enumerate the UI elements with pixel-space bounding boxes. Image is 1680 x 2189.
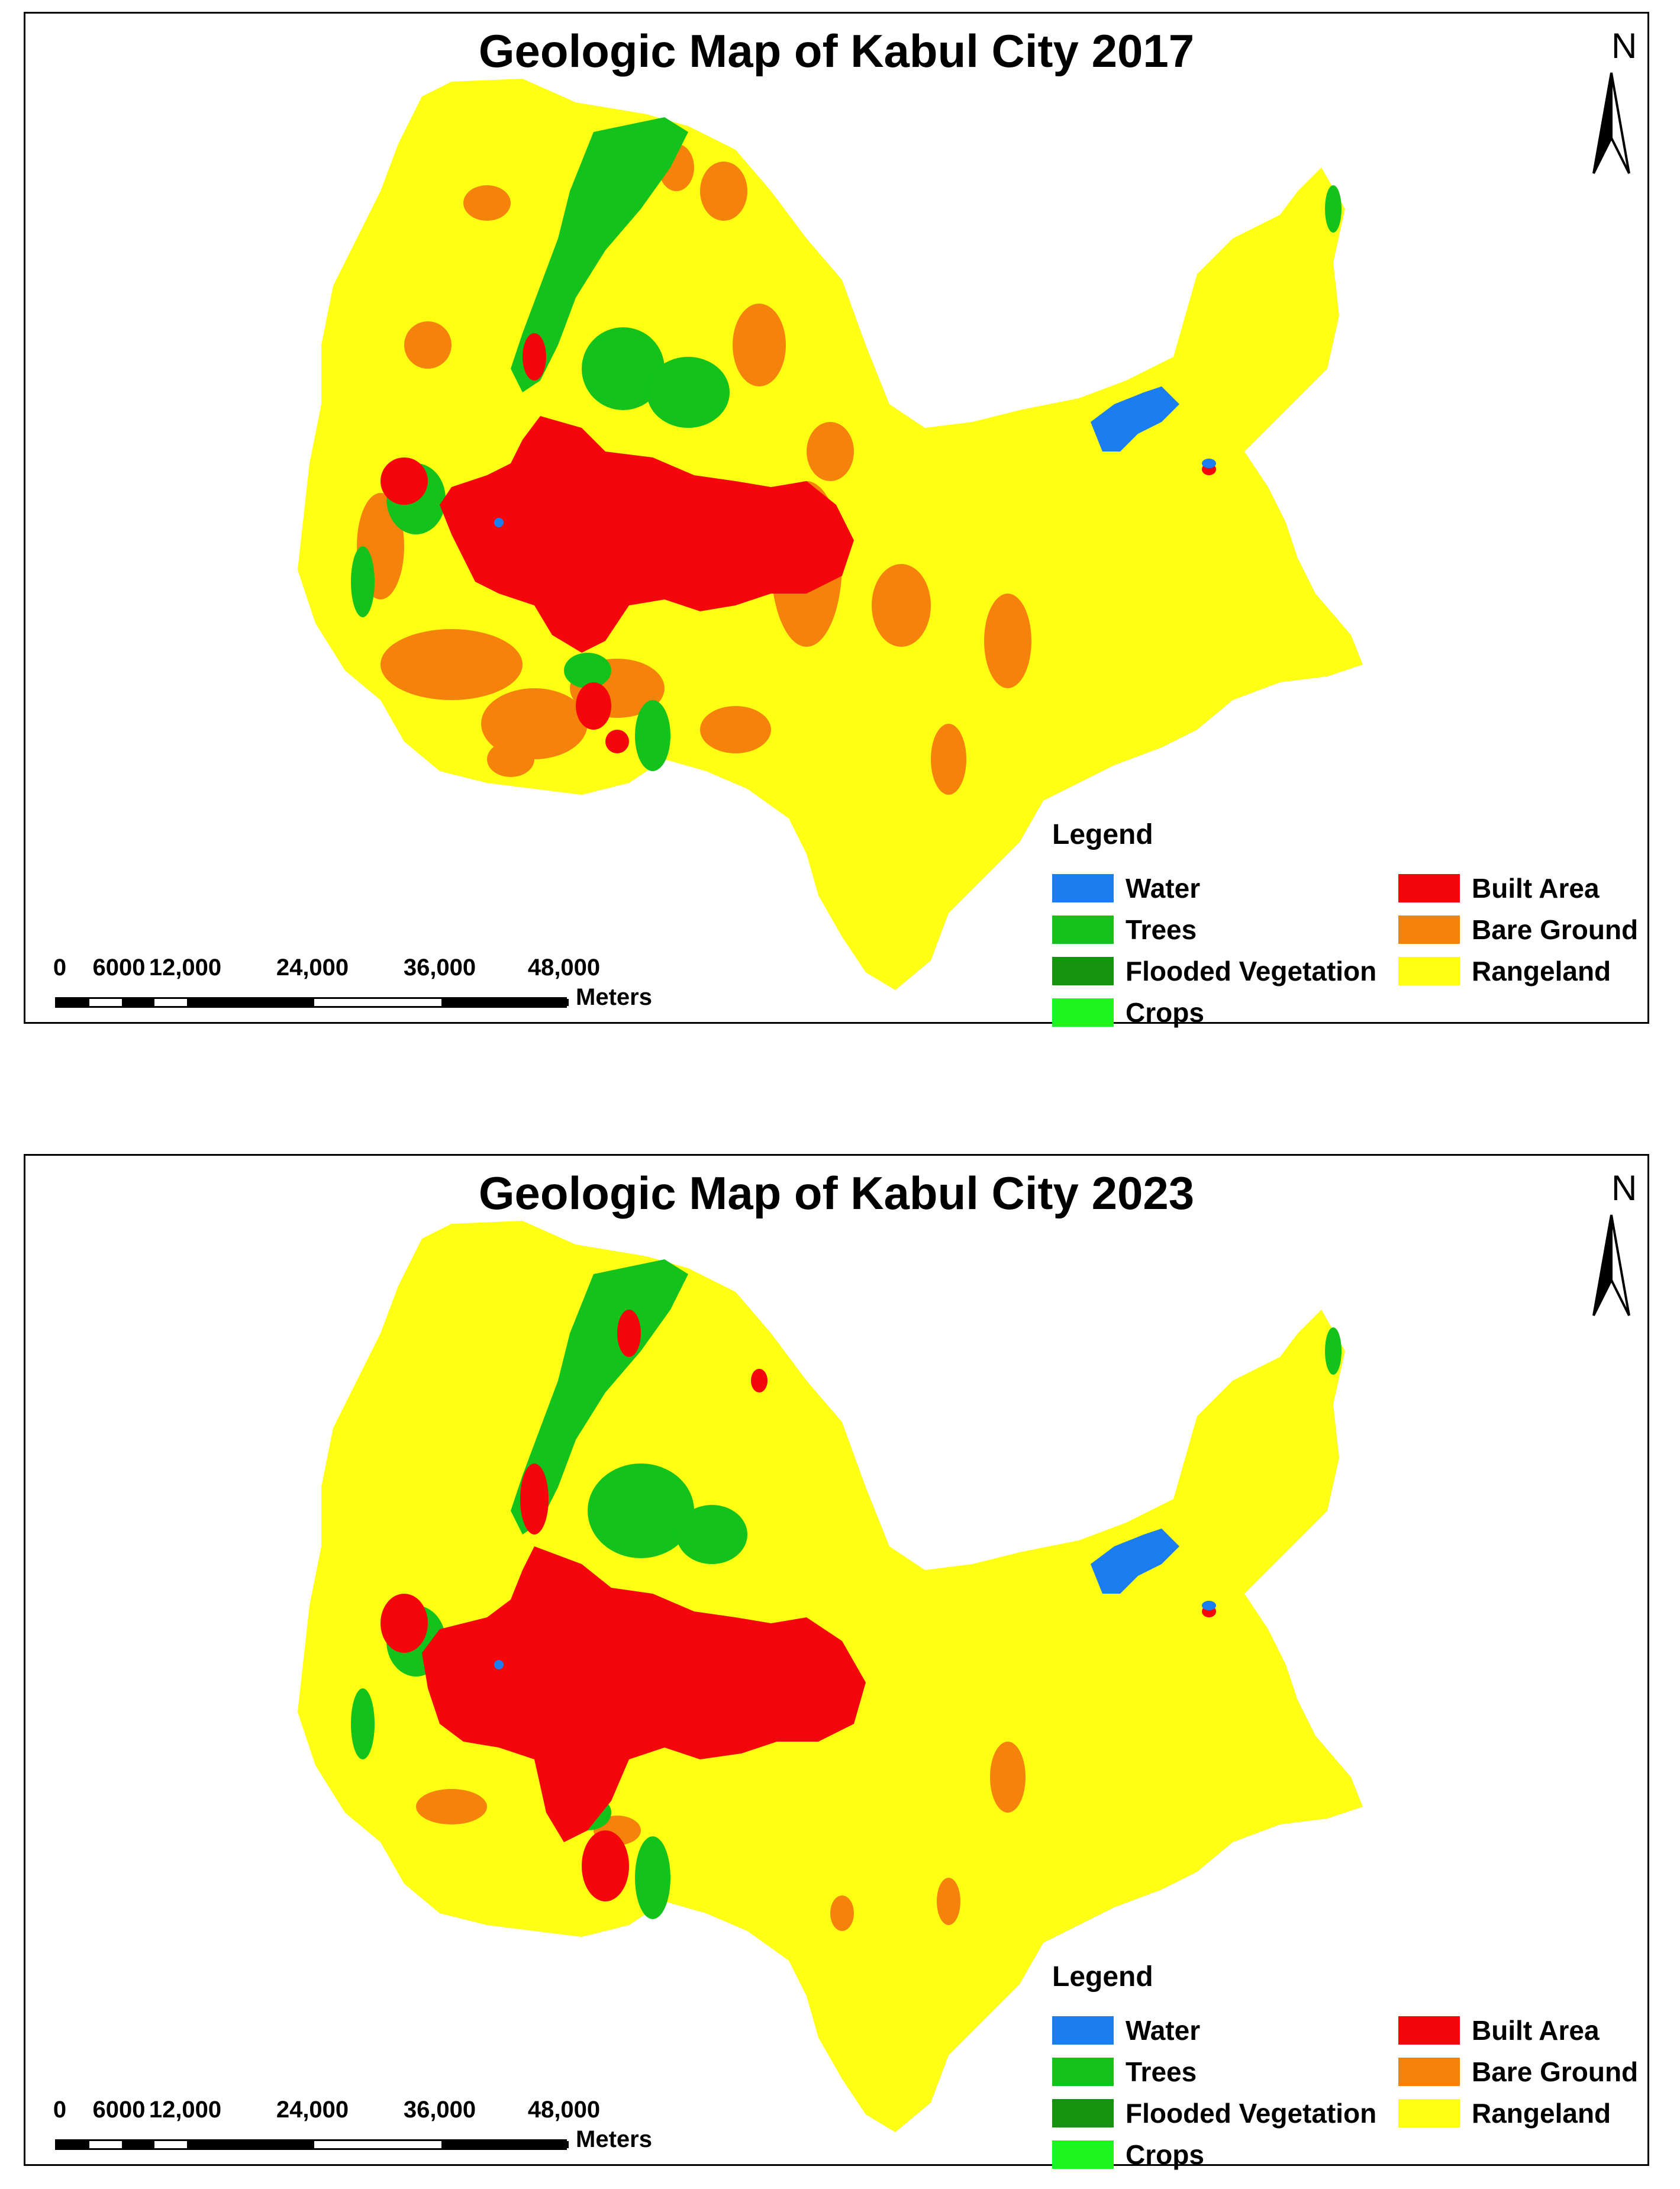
legend-item-crops: Crops — [1052, 996, 1204, 1029]
water-swatch — [1052, 874, 1114, 902]
scale-bar-graphic — [55, 997, 569, 1008]
water-patch — [494, 1660, 504, 1669]
map-panel-2017: Geologic Map of Kabul City 2017 N Legend… — [24, 12, 1649, 1028]
legend-label: Rangeland — [1472, 956, 1611, 986]
water-reservoir — [1091, 1529, 1179, 1594]
scale-units: Meters — [576, 984, 652, 1010]
crops-swatch — [1052, 998, 1114, 1027]
legend-item-rangeland: Rangeland — [1398, 955, 1611, 988]
legend-title: Legend — [1052, 819, 1153, 850]
legend-item-crops: Crops — [1052, 2138, 1204, 2171]
scale-tick: 6000 — [92, 955, 146, 981]
water-patch — [494, 518, 504, 527]
trees-swatch — [1052, 2058, 1114, 2086]
map-title: Geologic Map of Kabul City 2023 — [478, 1167, 1195, 1219]
legend-item-water: Water — [1052, 2014, 1200, 2047]
land-cover-map-2017 — [298, 79, 1363, 990]
legend-label: Built Area — [1472, 2015, 1600, 2046]
built-area-patches — [381, 1310, 1216, 1901]
water-swatch — [1052, 2016, 1114, 2045]
legend-item-trees: Trees — [1052, 913, 1197, 946]
legend-label: Built Area — [1472, 873, 1600, 904]
crops-swatch — [1052, 2140, 1114, 2169]
legend-label: Water — [1126, 873, 1201, 904]
bare-ground-swatch — [1398, 915, 1460, 944]
land-cover-map-2023 — [298, 1221, 1363, 2132]
trees-areas — [351, 1259, 1342, 1919]
scale-bar-graphic — [55, 2139, 569, 2150]
legend-item-bare-ground: Bare Ground — [1398, 913, 1638, 946]
legend-item-bare-ground: Bare Ground — [1398, 2055, 1638, 2088]
scale-bar: 0 6000 12,000 24,000 36,000 48,000 Meter… — [37, 2097, 688, 2162]
scale-tick: 48,000 — [527, 955, 601, 981]
north-arrow-icon — [1592, 1214, 1630, 1316]
scale-tick: 24,000 — [276, 2097, 349, 2123]
legend-item-flooded-vegetation: Flooded Vegetation — [1052, 2097, 1376, 2130]
legend-item-built-area: Built Area — [1398, 872, 1600, 905]
scale-tick: 6000 — [92, 2097, 146, 2123]
bare-ground-swatch — [1398, 2058, 1460, 2086]
map-title: Geologic Map of Kabul City 2017 — [478, 25, 1195, 77]
legend-label: Trees — [1126, 914, 1197, 945]
legend-label: Rangeland — [1472, 2098, 1611, 2129]
north-label: N — [1611, 1168, 1637, 1208]
built-area-patches — [381, 333, 1216, 753]
scale-tick: 36,000 — [403, 2097, 476, 2123]
legend-label: Flooded Vegetation — [1126, 956, 1377, 986]
bare-ground-areas — [416, 1742, 1026, 1931]
legend-label: Crops — [1126, 997, 1204, 1028]
scale-tick: 12,000 — [149, 955, 222, 981]
scale-units: Meters — [576, 2126, 652, 2152]
legend-label: Bare Ground — [1472, 914, 1639, 945]
legend-label: Trees — [1126, 2056, 1197, 2087]
legend-item-trees: Trees — [1052, 2055, 1197, 2088]
north-arrow-icon — [1592, 72, 1630, 174]
legend-item-flooded-vegetation: Flooded Vegetation — [1052, 955, 1376, 988]
legend-label: Flooded Vegetation — [1126, 2098, 1377, 2129]
legend: Legend Water Trees Flooded Vegetation Cr… — [1052, 818, 1644, 1028]
legend-label: Bare Ground — [1472, 2056, 1639, 2087]
rangeland-swatch — [1398, 957, 1460, 985]
legend-title: Legend — [1052, 1961, 1153, 1993]
scale-tick: 36,000 — [403, 955, 476, 981]
scale-bar: 0 6000 12,000 24,000 36,000 48,000 Meter… — [37, 955, 688, 1020]
scale-tick: 24,000 — [276, 955, 349, 981]
north-label: N — [1611, 26, 1637, 66]
legend-item-rangeland: Rangeland — [1398, 2097, 1611, 2130]
built-area-region — [422, 1546, 866, 1842]
scale-tick: 0 — [53, 955, 67, 981]
water-patch — [1202, 1601, 1216, 1610]
scale-tick: 12,000 — [149, 2097, 222, 2123]
built-area-swatch — [1398, 874, 1460, 902]
map-panel-2023: Geologic Map of Kabul City 2023 N Legend… — [24, 1154, 1649, 2170]
flooded-vegetation-swatch — [1052, 2099, 1114, 2127]
built-area-region — [440, 416, 854, 653]
legend-item-built-area: Built Area — [1398, 2014, 1600, 2047]
legend-label: Water — [1126, 2015, 1201, 2046]
scale-tick: 48,000 — [527, 2097, 601, 2123]
built-area-swatch — [1398, 2016, 1460, 2045]
legend: Legend Water Trees Flooded Vegetation Cr… — [1052, 1961, 1644, 2170]
rangeland-swatch — [1398, 2099, 1460, 2127]
water-reservoir — [1091, 386, 1179, 452]
water-patch — [1202, 459, 1216, 468]
trees-swatch — [1052, 915, 1114, 944]
scale-tick: 0 — [53, 2097, 67, 2123]
flooded-vegetation-swatch — [1052, 957, 1114, 985]
legend-item-water: Water — [1052, 872, 1200, 905]
legend-label: Crops — [1126, 2139, 1204, 2170]
